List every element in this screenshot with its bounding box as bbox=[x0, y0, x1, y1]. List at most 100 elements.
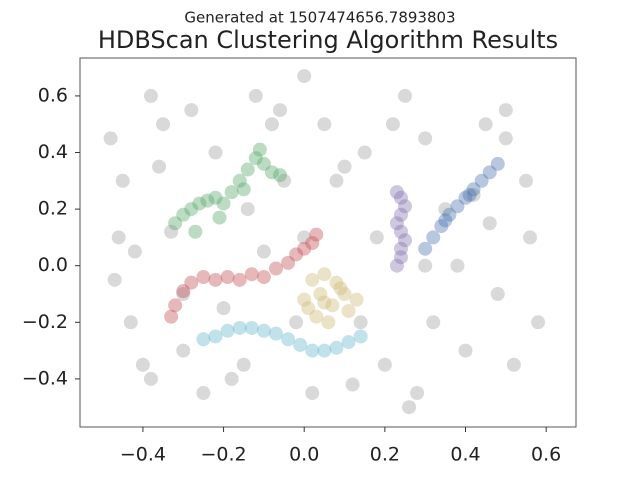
point bbox=[385, 117, 400, 132]
point bbox=[240, 162, 255, 177]
point bbox=[506, 357, 521, 372]
point bbox=[393, 250, 408, 265]
point bbox=[281, 255, 296, 270]
point bbox=[398, 233, 413, 248]
point bbox=[135, 357, 150, 372]
point bbox=[208, 329, 223, 344]
point bbox=[176, 284, 191, 299]
point bbox=[176, 343, 191, 358]
point bbox=[244, 320, 259, 335]
point bbox=[143, 371, 158, 386]
point bbox=[244, 267, 259, 282]
point bbox=[474, 173, 489, 188]
point bbox=[498, 131, 513, 146]
point bbox=[273, 168, 288, 183]
point bbox=[418, 258, 433, 273]
point bbox=[176, 207, 191, 222]
point bbox=[523, 230, 538, 245]
x-tick-label: 0.0 bbox=[289, 444, 319, 466]
point bbox=[297, 69, 312, 84]
point bbox=[297, 292, 312, 307]
point bbox=[184, 103, 199, 118]
point bbox=[389, 185, 404, 200]
point bbox=[482, 165, 497, 180]
point bbox=[293, 337, 308, 352]
point bbox=[305, 272, 320, 287]
point bbox=[357, 145, 372, 160]
point bbox=[393, 207, 408, 222]
point bbox=[289, 315, 304, 330]
point bbox=[402, 400, 417, 415]
point bbox=[236, 357, 251, 372]
point bbox=[184, 275, 199, 290]
point bbox=[107, 272, 122, 287]
point bbox=[398, 199, 413, 214]
point bbox=[164, 224, 179, 239]
point bbox=[152, 159, 167, 174]
point bbox=[196, 332, 211, 347]
point bbox=[309, 227, 324, 242]
point bbox=[305, 236, 320, 251]
point bbox=[256, 156, 271, 171]
point bbox=[498, 103, 513, 118]
point bbox=[317, 295, 332, 310]
point bbox=[531, 315, 546, 330]
point bbox=[264, 165, 279, 180]
point bbox=[426, 315, 441, 330]
point bbox=[482, 216, 497, 231]
point bbox=[458, 190, 473, 205]
point bbox=[168, 216, 183, 231]
point bbox=[410, 386, 425, 401]
point bbox=[305, 343, 320, 358]
point bbox=[418, 241, 433, 256]
point bbox=[490, 156, 505, 171]
point bbox=[184, 202, 199, 217]
point bbox=[123, 315, 138, 330]
plot-area bbox=[79, 57, 577, 428]
point bbox=[329, 275, 344, 290]
point bbox=[268, 326, 283, 341]
point bbox=[450, 199, 465, 214]
point bbox=[389, 216, 404, 231]
point bbox=[103, 131, 118, 146]
point bbox=[200, 193, 215, 208]
point bbox=[349, 292, 364, 307]
point bbox=[466, 182, 481, 197]
point bbox=[337, 287, 352, 302]
point bbox=[208, 145, 223, 160]
y-tick-label: 0.0 bbox=[38, 254, 68, 276]
point bbox=[156, 117, 171, 132]
x-tick-label: −0.2 bbox=[200, 444, 246, 466]
point bbox=[313, 287, 328, 302]
point bbox=[317, 343, 332, 358]
x-tick-label: −0.4 bbox=[120, 444, 166, 466]
point bbox=[281, 332, 296, 347]
point bbox=[341, 303, 356, 318]
point bbox=[273, 103, 288, 118]
point bbox=[240, 202, 255, 217]
point bbox=[220, 323, 235, 338]
point bbox=[115, 173, 130, 188]
point bbox=[232, 320, 247, 335]
point bbox=[389, 258, 404, 273]
point bbox=[196, 270, 211, 285]
point bbox=[329, 340, 344, 355]
point bbox=[329, 173, 344, 188]
point bbox=[434, 219, 449, 234]
point bbox=[466, 187, 481, 202]
point bbox=[518, 173, 533, 188]
point bbox=[393, 241, 408, 256]
point bbox=[264, 117, 279, 132]
y-tick-label: 0.4 bbox=[38, 141, 68, 163]
point bbox=[216, 196, 231, 211]
point bbox=[490, 287, 505, 302]
point bbox=[438, 202, 453, 217]
point bbox=[458, 343, 473, 358]
point bbox=[111, 230, 126, 245]
point bbox=[393, 224, 408, 239]
point bbox=[369, 230, 384, 245]
x-tick-label: 0.2 bbox=[370, 444, 400, 466]
point bbox=[164, 309, 179, 324]
point bbox=[426, 230, 441, 245]
